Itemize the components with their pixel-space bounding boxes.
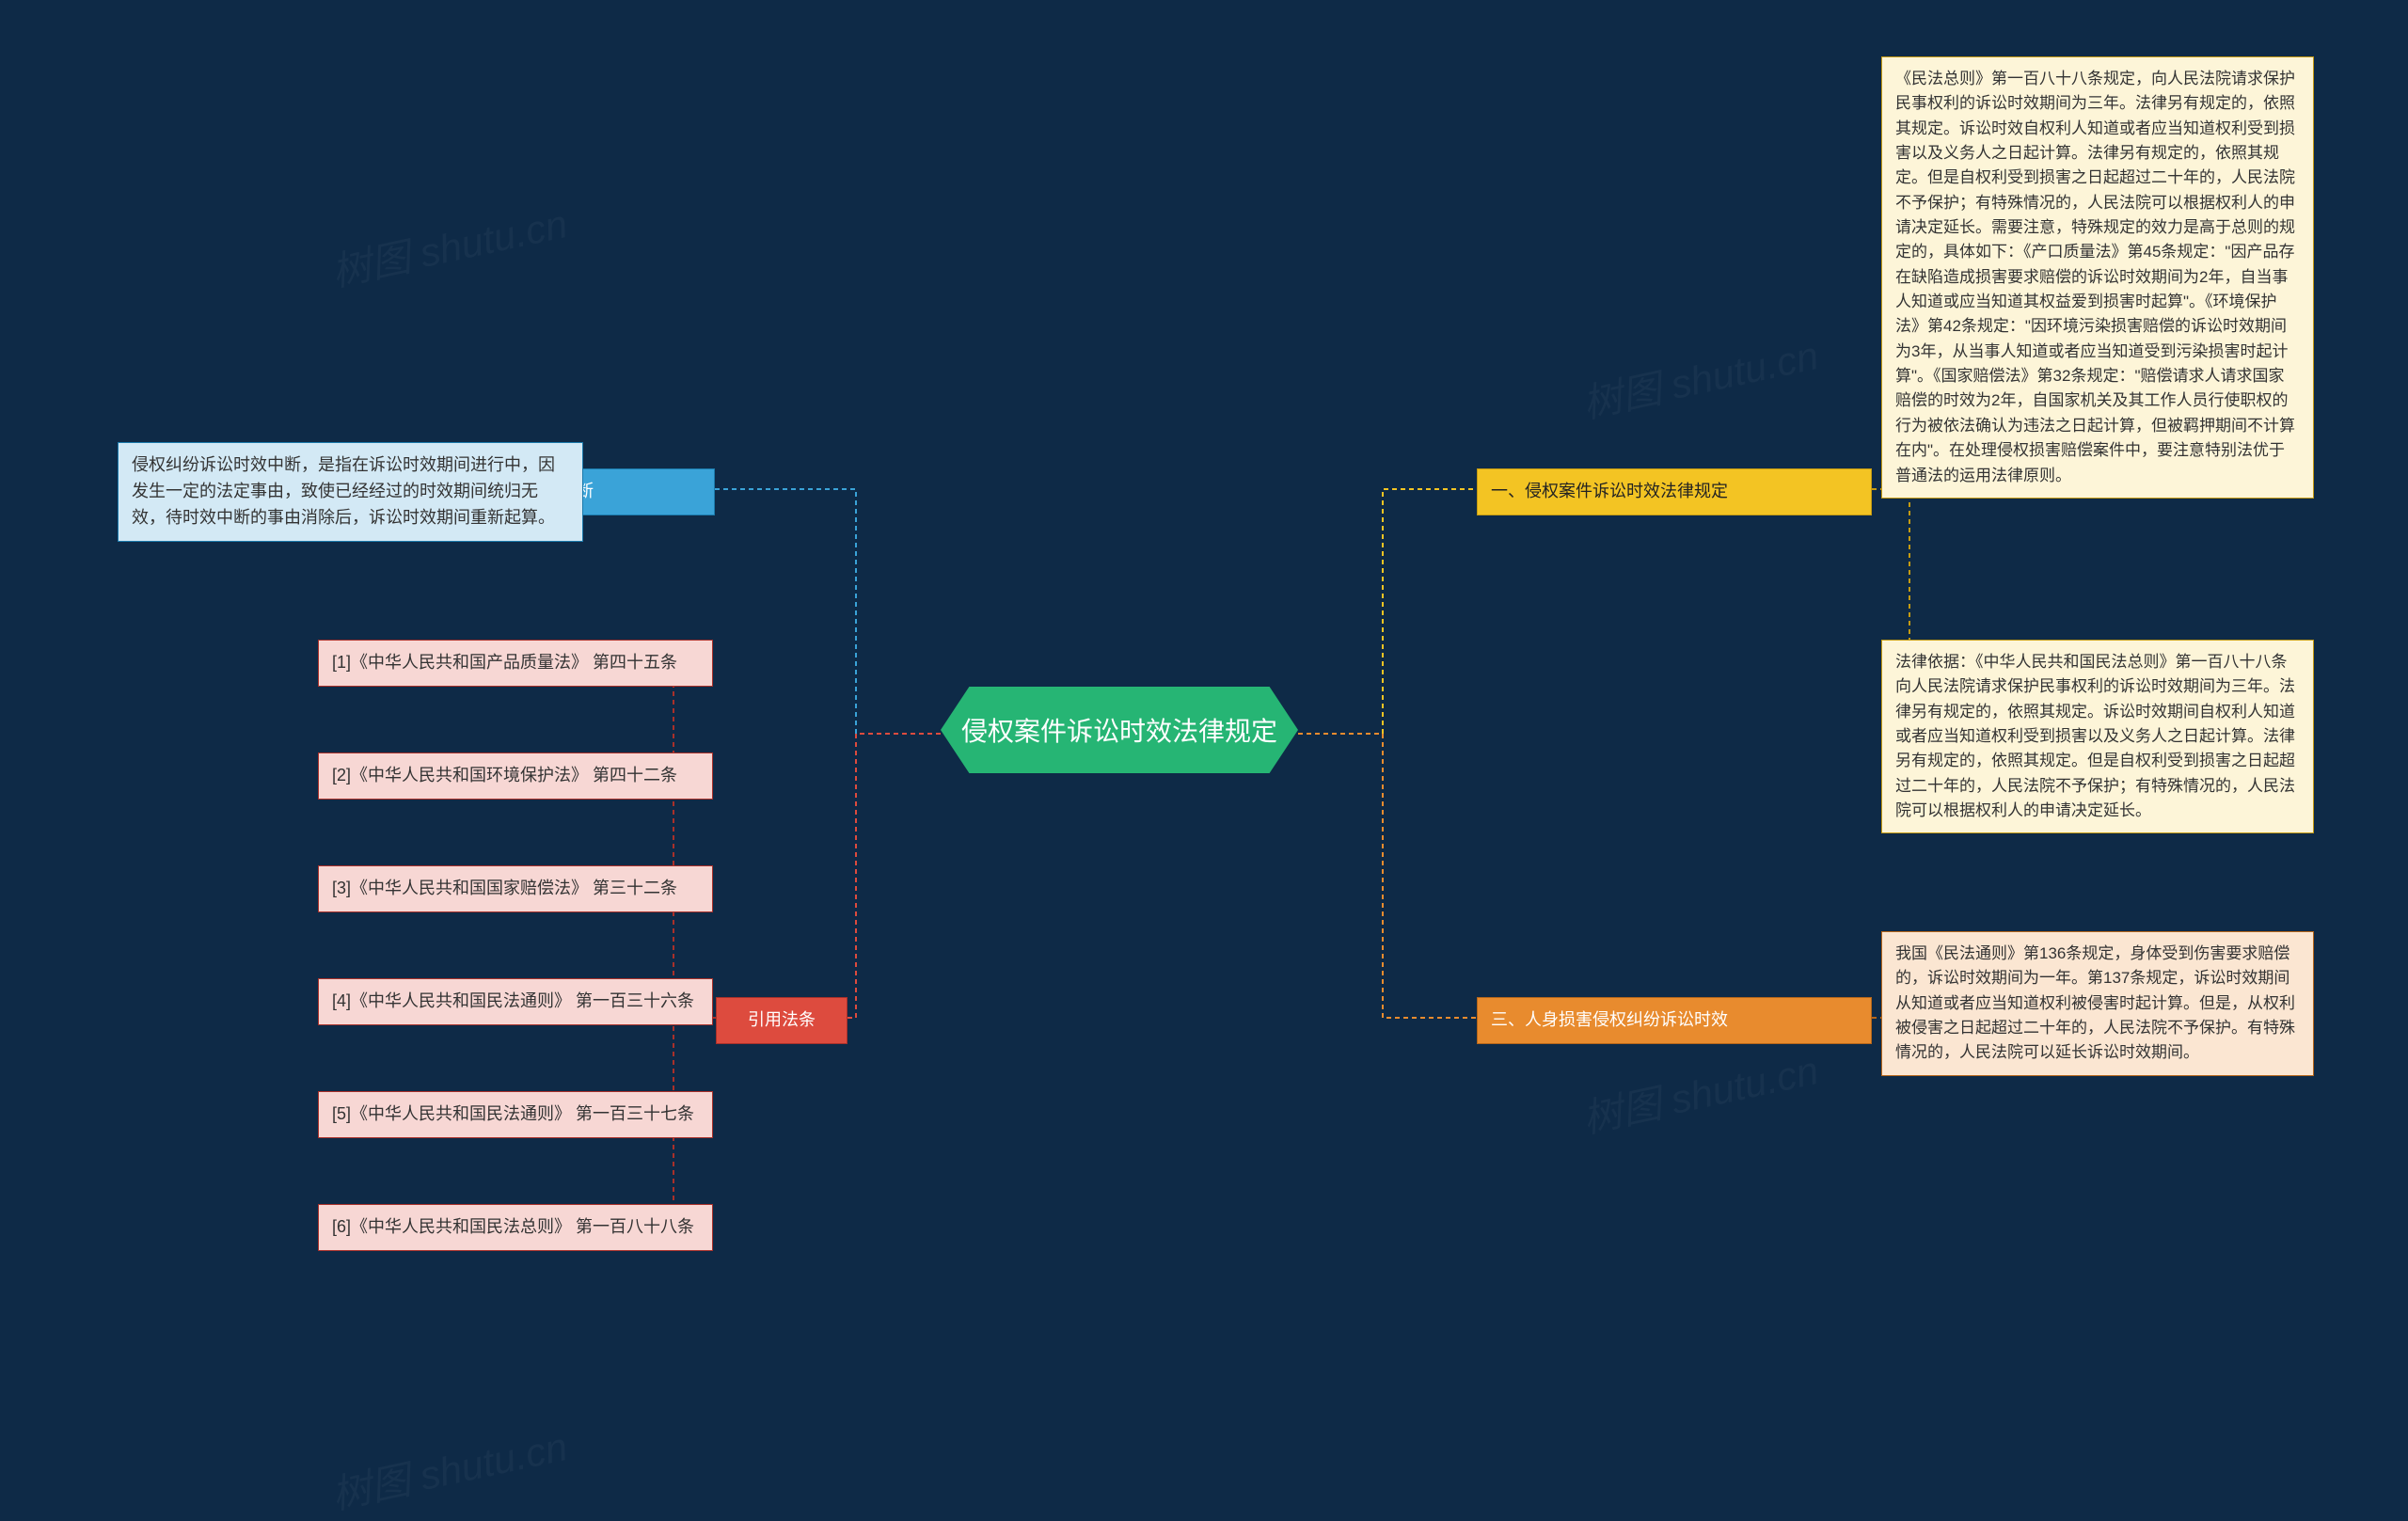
branch-4-leaf-3[interactable]: [4]《中华人民共和国民法通则》 第一百三十六条: [318, 978, 713, 1025]
branch-1-label: 一、侵权案件诉讼时效法律规定: [1491, 482, 1728, 500]
branch-2-leaf-0[interactable]: 侵权纠纷诉讼时效中断，是指在诉讼时效期间进行中，因发生一定的法定事由，致使已经经…: [118, 442, 583, 542]
leaf-text: [3]《中华人民共和国国家赔偿法》 第三十二条: [332, 879, 677, 897]
branch-1-leaf-0[interactable]: 《民法总则》第一百八十八条规定，向人民法院请求保护民事权利的诉讼时效期间为三年。…: [1881, 56, 2314, 499]
branch-1[interactable]: 一、侵权案件诉讼时效法律规定: [1477, 468, 1872, 515]
leaf-text: [5]《中华人民共和国民法通则》 第一百三十七条: [332, 1104, 694, 1123]
branch-4-leaf-0[interactable]: [1]《中华人民共和国产品质量法》 第四十五条: [318, 640, 713, 687]
branch-4-leaf-1[interactable]: [2]《中华人民共和国环境保护法》 第四十二条: [318, 753, 713, 800]
branch-4-leaf-4[interactable]: [5]《中华人民共和国民法通则》 第一百三十七条: [318, 1091, 713, 1138]
branch-3-label: 三、人身损害侵权纠纷诉讼时效: [1491, 1010, 1728, 1029]
leaf-text: 《民法总则》第一百八十八条规定，向人民法院请求保护民事权利的诉讼时效期间为三年。…: [1895, 70, 2295, 484]
branch-3[interactable]: 三、人身损害侵权纠纷诉讼时效: [1477, 997, 1872, 1044]
branch-4[interactable]: 引用法条: [716, 997, 848, 1044]
leaf-text: [4]《中华人民共和国民法通则》 第一百三十六条: [332, 991, 694, 1010]
leaf-text: [1]《中华人民共和国产品质量法》 第四十五条: [332, 653, 677, 672]
watermark: 树图 shutu.cn: [325, 192, 572, 298]
leaf-text: 法律依据：《中华人民共和国民法总则》第一百八十八条向人民法院请求保护民事权利的诉…: [1895, 653, 2295, 819]
watermark: 树图 shutu.cn: [1576, 324, 1823, 430]
center-node[interactable]: 侵权案件诉讼时效法律规定: [941, 687, 1298, 773]
leaf-text: [6]《中华人民共和国民法总则》 第一百八十八条: [332, 1217, 694, 1236]
branch-1-leaf-1[interactable]: 法律依据：《中华人民共和国民法总则》第一百八十八条向人民法院请求保护民事权利的诉…: [1881, 640, 2314, 833]
leaf-text: [2]《中华人民共和国环境保护法》 第四十二条: [332, 766, 677, 784]
branch-4-label: 引用法条: [748, 1010, 816, 1029]
branch-3-leaf-0[interactable]: 我国《民法通则》第136条规定，身体受到伤害要求赔偿的，诉讼时效期间为一年。第1…: [1881, 931, 2314, 1076]
leaf-text: 侵权纠纷诉讼时效中断，是指在诉讼时效期间进行中，因发生一定的法定事由，致使已经经…: [132, 455, 555, 527]
branch-4-leaf-5[interactable]: [6]《中华人民共和国民法总则》 第一百八十八条: [318, 1204, 713, 1251]
watermark: 树图 shutu.cn: [1576, 1038, 1823, 1145]
watermark: 树图 shutu.cn: [325, 1415, 572, 1521]
leaf-text: 我国《民法通则》第136条规定，身体受到伤害要求赔偿的，诉讼时效期间为一年。第1…: [1895, 944, 2295, 1061]
center-label: 侵权案件诉讼时效法律规定: [961, 717, 1277, 746]
branch-4-leaf-2[interactable]: [3]《中华人民共和国国家赔偿法》 第三十二条: [318, 865, 713, 912]
